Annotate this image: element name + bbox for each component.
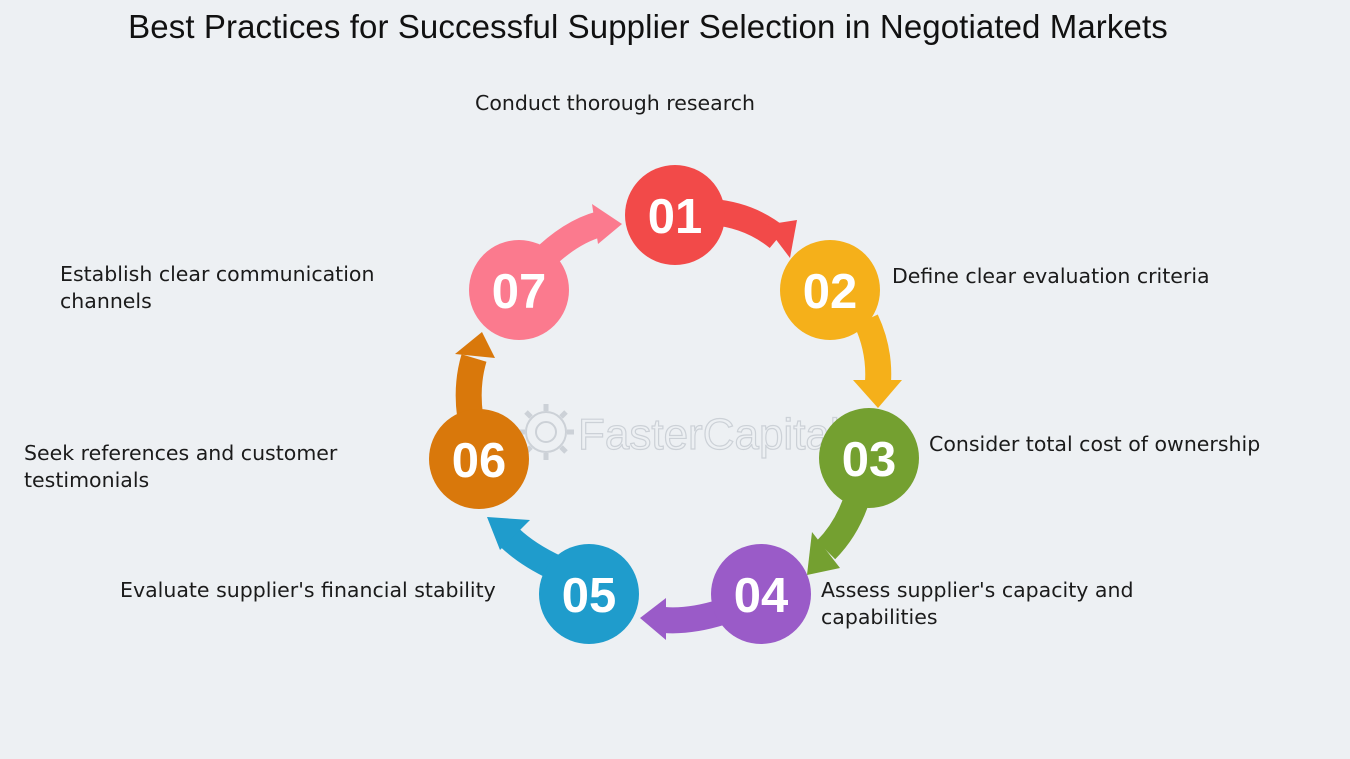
- step-node-04: 04: [711, 544, 811, 644]
- gear-icon: [518, 404, 574, 460]
- arrow-02-to-03-head: [853, 380, 902, 408]
- arrow-07-to-01-head: [592, 204, 622, 244]
- step-number-01: 01: [648, 190, 703, 244]
- step-number-02: 02: [803, 265, 858, 319]
- step-node-03: 03: [819, 408, 919, 508]
- step-number-03: 03: [842, 433, 897, 487]
- step-circle-03: [819, 408, 919, 508]
- step-circle-07: [469, 240, 569, 340]
- arrow-01-to-02-head: [765, 220, 797, 258]
- step-node-02: 02: [780, 240, 880, 340]
- arrow-02-to-03: [854, 314, 892, 383]
- watermark-text: FasterCapital: [578, 410, 840, 459]
- step-circle-02: [780, 240, 880, 340]
- arrow-05-to-06-head: [487, 517, 530, 550]
- step-node-01: 01: [625, 165, 725, 265]
- step-label-06: Seek references and customer testimonial…: [24, 441, 338, 492]
- arrow-06-to-07: [455, 354, 487, 417]
- step-number-07: 07: [492, 265, 547, 319]
- step-circle-06: [429, 409, 529, 509]
- step-number-06: 06: [452, 434, 507, 488]
- step-number-05: 05: [562, 569, 617, 623]
- watermark: FasterCapital: [518, 404, 840, 460]
- step-label-03: Consider total cost of ownership: [929, 432, 1261, 456]
- step-label-02: Define clear evaluation criteria: [892, 264, 1210, 288]
- arrow-05-to-06: [501, 528, 562, 580]
- step-label-04: Assess supplier's capacity and capabilit…: [821, 578, 1134, 629]
- cycle-nodes: 01 02 03 04 05 06 07: [429, 165, 919, 644]
- step-label-01: Conduct thorough research: [475, 91, 755, 115]
- arrow-04-to-05: [663, 599, 726, 634]
- arrow-06-to-07-head: [455, 332, 495, 358]
- diagram-title: Best Practices for Successful Supplier S…: [128, 8, 1168, 45]
- step-node-07: 07: [469, 240, 569, 340]
- step-label-05: Evaluate supplier's financial stability: [120, 578, 496, 602]
- step-circle-05: [539, 544, 639, 644]
- arrow-03-to-04-head: [807, 532, 840, 575]
- step-label-07: Establish clear communication channels: [60, 262, 375, 313]
- step-circle-01: [625, 165, 725, 265]
- step-node-06: 06: [429, 409, 529, 509]
- step-number-04: 04: [734, 569, 789, 623]
- step-node-05: 05: [539, 544, 639, 644]
- step-circle-04: [711, 544, 811, 644]
- arrow-04-to-05-head: [640, 598, 666, 640]
